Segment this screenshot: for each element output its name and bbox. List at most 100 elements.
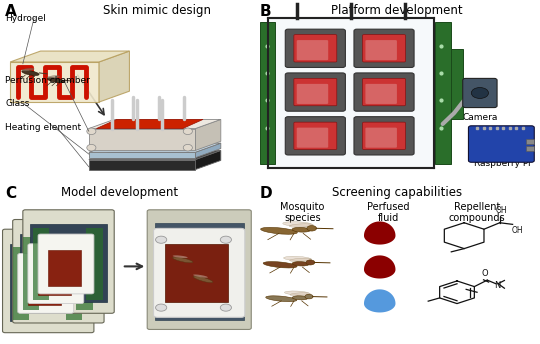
- FancyBboxPatch shape: [12, 219, 104, 323]
- Polygon shape: [89, 160, 195, 170]
- Ellipse shape: [289, 224, 313, 227]
- Polygon shape: [364, 222, 395, 245]
- Text: OH: OH: [512, 226, 524, 235]
- FancyBboxPatch shape: [285, 73, 346, 111]
- FancyBboxPatch shape: [366, 128, 397, 148]
- FancyBboxPatch shape: [526, 139, 534, 144]
- Text: N: N: [495, 281, 501, 290]
- FancyBboxPatch shape: [362, 122, 406, 150]
- Text: Platform development: Platform development: [331, 4, 463, 17]
- Circle shape: [307, 226, 316, 231]
- FancyBboxPatch shape: [297, 84, 328, 104]
- FancyBboxPatch shape: [526, 146, 534, 151]
- Circle shape: [305, 294, 313, 299]
- Text: Mosquito
species: Mosquito species: [280, 202, 325, 223]
- FancyBboxPatch shape: [451, 49, 463, 118]
- Text: Skin mimic design: Skin mimic design: [103, 4, 211, 17]
- Text: D: D: [260, 185, 272, 201]
- Ellipse shape: [290, 293, 310, 296]
- FancyBboxPatch shape: [297, 128, 328, 148]
- Ellipse shape: [292, 262, 309, 266]
- FancyBboxPatch shape: [38, 234, 94, 294]
- FancyBboxPatch shape: [23, 237, 39, 310]
- Text: Repellent
compounds: Repellent compounds: [449, 202, 505, 223]
- FancyBboxPatch shape: [33, 228, 50, 300]
- Polygon shape: [10, 62, 99, 102]
- FancyBboxPatch shape: [86, 228, 103, 300]
- FancyBboxPatch shape: [153, 228, 245, 317]
- Ellipse shape: [289, 258, 312, 261]
- Ellipse shape: [285, 291, 309, 295]
- Polygon shape: [195, 150, 221, 170]
- FancyBboxPatch shape: [354, 117, 414, 155]
- FancyBboxPatch shape: [3, 229, 94, 333]
- Polygon shape: [89, 143, 221, 152]
- Ellipse shape: [173, 257, 193, 263]
- FancyBboxPatch shape: [155, 223, 244, 320]
- Ellipse shape: [22, 68, 34, 71]
- Polygon shape: [195, 119, 221, 150]
- FancyBboxPatch shape: [297, 40, 328, 60]
- Ellipse shape: [193, 275, 208, 278]
- Ellipse shape: [47, 78, 64, 83]
- Ellipse shape: [292, 227, 310, 232]
- Text: Perfusion chamber: Perfusion chamber: [5, 76, 90, 85]
- FancyBboxPatch shape: [48, 250, 81, 286]
- FancyBboxPatch shape: [294, 35, 337, 62]
- Text: Model development: Model development: [60, 185, 178, 198]
- Circle shape: [87, 144, 96, 151]
- FancyBboxPatch shape: [362, 78, 406, 106]
- Polygon shape: [97, 119, 203, 129]
- FancyBboxPatch shape: [366, 84, 397, 104]
- FancyBboxPatch shape: [285, 117, 346, 155]
- Ellipse shape: [261, 227, 298, 234]
- Ellipse shape: [22, 71, 39, 75]
- Circle shape: [220, 304, 232, 311]
- Circle shape: [220, 236, 232, 243]
- FancyBboxPatch shape: [469, 126, 534, 162]
- FancyBboxPatch shape: [362, 35, 406, 62]
- Text: Screening capabilities: Screening capabilities: [332, 185, 462, 198]
- Text: B: B: [260, 4, 271, 19]
- FancyBboxPatch shape: [28, 270, 61, 305]
- FancyBboxPatch shape: [268, 18, 434, 168]
- Polygon shape: [89, 119, 221, 129]
- FancyBboxPatch shape: [147, 210, 251, 330]
- Polygon shape: [99, 51, 130, 102]
- Text: Hydrogel: Hydrogel: [5, 14, 46, 23]
- FancyBboxPatch shape: [354, 29, 414, 67]
- Ellipse shape: [283, 222, 313, 226]
- FancyBboxPatch shape: [21, 234, 97, 312]
- FancyBboxPatch shape: [23, 210, 114, 313]
- Circle shape: [183, 128, 192, 135]
- Text: OH: OH: [495, 206, 507, 215]
- Ellipse shape: [263, 262, 297, 268]
- FancyBboxPatch shape: [13, 247, 29, 320]
- FancyBboxPatch shape: [294, 78, 337, 106]
- Ellipse shape: [193, 276, 213, 283]
- Polygon shape: [89, 129, 195, 150]
- Ellipse shape: [173, 255, 188, 258]
- Circle shape: [183, 144, 192, 151]
- FancyBboxPatch shape: [38, 260, 71, 295]
- FancyBboxPatch shape: [366, 40, 397, 60]
- FancyBboxPatch shape: [354, 73, 414, 111]
- FancyBboxPatch shape: [10, 244, 86, 321]
- Text: Camera: Camera: [462, 113, 497, 122]
- Circle shape: [156, 236, 167, 243]
- Polygon shape: [89, 150, 221, 160]
- FancyBboxPatch shape: [66, 247, 83, 320]
- FancyBboxPatch shape: [18, 254, 73, 313]
- Ellipse shape: [47, 76, 59, 78]
- Polygon shape: [89, 152, 195, 158]
- FancyBboxPatch shape: [294, 122, 337, 150]
- Polygon shape: [364, 255, 395, 279]
- Text: Perfused
fluid: Perfused fluid: [367, 202, 409, 223]
- Text: A: A: [5, 4, 17, 19]
- Ellipse shape: [266, 296, 297, 302]
- Polygon shape: [364, 289, 395, 312]
- Ellipse shape: [292, 296, 308, 300]
- Text: Glass: Glass: [5, 99, 30, 108]
- FancyBboxPatch shape: [30, 224, 106, 302]
- Ellipse shape: [284, 256, 311, 261]
